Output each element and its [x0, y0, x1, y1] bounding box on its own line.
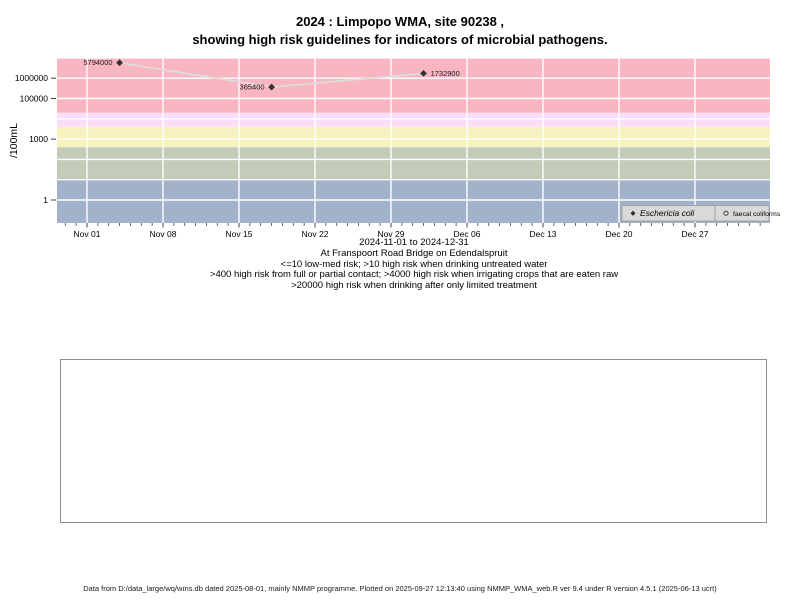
risk-band	[57, 126, 770, 148]
data-point-marker	[116, 59, 123, 67]
chart-title-line1: 2024 : Limpopo WMA, site 90238 ,	[295, 14, 505, 29]
legend-box	[714, 205, 770, 222]
caption-guideline-2: >400 high risk from full or partial cont…	[209, 269, 619, 281]
data-point-label: 1732900	[431, 69, 460, 78]
y-tick-label: 1000000	[15, 73, 48, 83]
risk-band	[57, 58, 770, 113]
x-tick-label: Nov 29	[378, 229, 405, 239]
y-tick-label: 1000	[29, 134, 48, 144]
legend-circle-marker	[723, 210, 729, 216]
caption-guideline-1: <=10 low-med risk; >10 high risk when dr…	[280, 258, 548, 270]
x-range-label: 2024-11-01 to 2024-12-31	[359, 237, 469, 248]
y-axis-label: /100mL	[8, 123, 20, 158]
chart-title: 2024 : Limpopo WMA, site 90238 , showing…	[0, 13, 800, 49]
caption-guideline-3: >20000 high risk when drinking after onl…	[291, 280, 537, 292]
caption-block: 2024-11-01 to 2024-12-31 At Franspoort R…	[44, 237, 784, 292]
x-tick-label: Nov 15	[226, 229, 253, 239]
x-tick-label: Dec 27	[682, 229, 709, 239]
x-tick-label: Nov 01	[74, 229, 101, 239]
legend-label: Eschericia coli	[640, 208, 695, 218]
empty-panel	[60, 359, 767, 523]
x-tick-label: Dec 20	[606, 229, 633, 239]
caption-location: At Franspoort Road Bridge on Edendalspru…	[320, 247, 508, 259]
x-tick-label: Dec 13	[530, 229, 557, 239]
chart-title-line2: showing high risk guidelines for indicat…	[192, 32, 608, 47]
y-tick-label: 100000	[20, 94, 49, 104]
x-tick-label: Nov 08	[150, 229, 177, 239]
risk-band	[57, 112, 770, 127]
y-tick-label: 1	[43, 195, 48, 205]
data-point-label: 5794000	[83, 58, 112, 67]
x-tick-label: Nov 22	[302, 229, 329, 239]
footer-note: Data from D:/data_large/wq/wms.db dated …	[83, 584, 717, 593]
legend-label: faecal coliforms	[733, 211, 781, 218]
data-point-marker	[420, 69, 427, 77]
data-point-label: 365400	[240, 83, 265, 92]
legend-diamond-marker	[630, 210, 636, 216]
risk-band	[57, 147, 770, 180]
data-point-marker	[268, 83, 275, 91]
x-tick-label: Dec 06	[454, 229, 481, 239]
risk-chart: Nov 01 Nov 08 Nov 15 Nov 22 Nov 29 Dec 06 Dec …	[8, 57, 781, 239]
